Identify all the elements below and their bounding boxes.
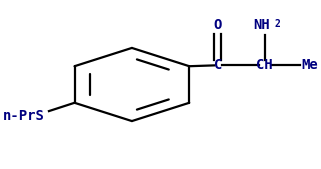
Text: CH: CH (256, 58, 273, 72)
Text: C: C (214, 58, 222, 72)
Text: O: O (214, 18, 222, 32)
Text: Me: Me (301, 58, 318, 72)
Text: NH: NH (253, 18, 270, 32)
Text: n-PrS: n-PrS (3, 109, 44, 123)
Text: 2: 2 (274, 19, 280, 29)
